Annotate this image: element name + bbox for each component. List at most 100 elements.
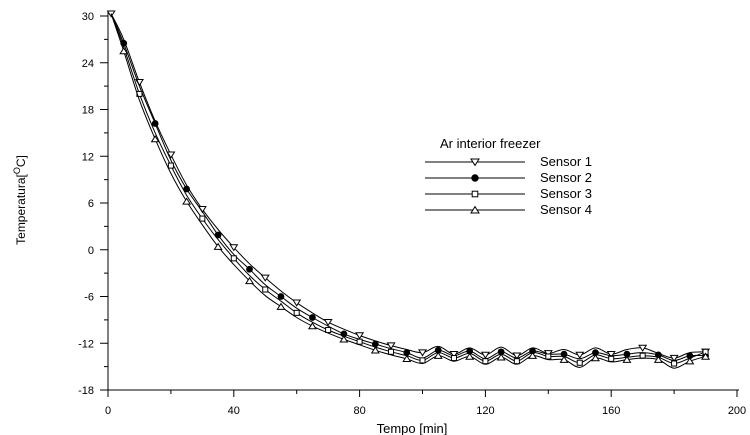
data-point [260, 274, 270, 282]
y-tick-label: 24 [82, 58, 94, 70]
data-point [622, 355, 632, 363]
data-point [323, 319, 333, 327]
data-point [575, 351, 585, 359]
data-point [262, 286, 269, 293]
series-layer [106, 10, 711, 369]
data-point [230, 255, 237, 262]
data-point [307, 322, 317, 330]
legend-label: Sensor 2 [540, 170, 592, 185]
legend-item: Sensor 4 [425, 202, 592, 217]
legend-marker [471, 190, 479, 198]
data-point [356, 338, 363, 345]
data-point [199, 215, 206, 222]
x-axis-label: Tempo [min] [377, 421, 448, 435]
data-point [606, 350, 616, 359]
data-point [339, 335, 349, 343]
y-axis-label-main: Temperatura[ [14, 173, 28, 244]
legend-item: Sensor 1 [425, 154, 592, 169]
data-point [685, 357, 695, 365]
series-line [110, 13, 706, 365]
data-point [669, 354, 679, 363]
data-point [325, 326, 332, 334]
legend-marker [470, 158, 480, 167]
data-point [119, 47, 129, 55]
legend-marker [470, 205, 480, 214]
data-point [402, 354, 412, 363]
data-point [292, 299, 302, 307]
data-point [671, 360, 678, 367]
y-tick-label: 12 [82, 151, 94, 163]
data-point [482, 358, 489, 365]
data-point [183, 185, 191, 193]
series-2 [110, 13, 709, 361]
data-point [182, 197, 192, 205]
x-tick-label: 120 [476, 405, 494, 417]
data-point [166, 151, 176, 159]
data-point [417, 349, 428, 357]
data-point [213, 242, 223, 250]
y-tick-label: 0 [88, 245, 94, 257]
y-tick-label: -6 [84, 292, 94, 304]
y-tick-label: 18 [82, 105, 94, 117]
data-point [638, 344, 648, 352]
data-point [388, 348, 395, 355]
x-axis-ticks: 0 40 80 120 160 200 [105, 390, 746, 417]
data-point [277, 293, 285, 300]
series-line [110, 13, 706, 361]
data-point [150, 135, 160, 143]
data-point [167, 162, 174, 169]
data-point [559, 355, 569, 363]
data-point [151, 120, 159, 127]
data-point [386, 342, 396, 350]
series-line [110, 13, 706, 369]
y-tick-label: -12 [78, 338, 94, 350]
data-point [608, 355, 615, 362]
y-axis-label: Temperatura[OC] [12, 155, 28, 245]
data-point [419, 357, 426, 364]
data-point [403, 349, 411, 356]
x-tick-label: 160 [602, 405, 620, 417]
legend-item: Sensor 2 [425, 170, 592, 185]
y-axis-ticks: -18 -12 -6 0 6 12 18 24 30 [78, 11, 108, 397]
legend-title: Ar interior freezer [440, 136, 541, 151]
data-point [639, 352, 646, 359]
data-point [576, 359, 583, 366]
y-axis-label-unit: C] [14, 155, 28, 167]
data-point [355, 332, 365, 340]
y-tick-label: -18 [78, 385, 94, 397]
y-axis-label-superscript: O [12, 167, 22, 174]
y-tick-label: 30 [82, 11, 94, 23]
data-point [449, 350, 459, 359]
series-line [110, 13, 706, 359]
data-point [528, 351, 538, 359]
data-point [512, 352, 522, 360]
x-tick-label: 200 [728, 405, 746, 417]
data-point [513, 358, 520, 365]
data-point [245, 276, 255, 285]
data-point [370, 346, 380, 354]
data-point [701, 352, 711, 360]
x-tick-label: 0 [105, 405, 111, 417]
y-tick-label: 6 [88, 198, 94, 210]
data-point [450, 355, 457, 362]
legend-item: Sensor 3 [425, 186, 592, 201]
x-tick-label: 40 [228, 405, 240, 417]
series-4 [110, 13, 711, 369]
data-point [653, 355, 663, 363]
data-point [246, 265, 253, 273]
legend-marker [471, 174, 479, 182]
series-3 [110, 13, 709, 367]
data-point [309, 314, 316, 321]
series-1 [106, 10, 711, 363]
legend-label: Sensor 3 [540, 186, 592, 201]
data-point [480, 351, 490, 359]
data-point [590, 354, 600, 362]
data-point [465, 352, 475, 360]
legend-label: Sensor 1 [540, 154, 592, 169]
data-point [214, 231, 222, 239]
axes [107, 12, 739, 391]
data-point [229, 244, 239, 252]
x-tick-label: 80 [353, 405, 365, 417]
